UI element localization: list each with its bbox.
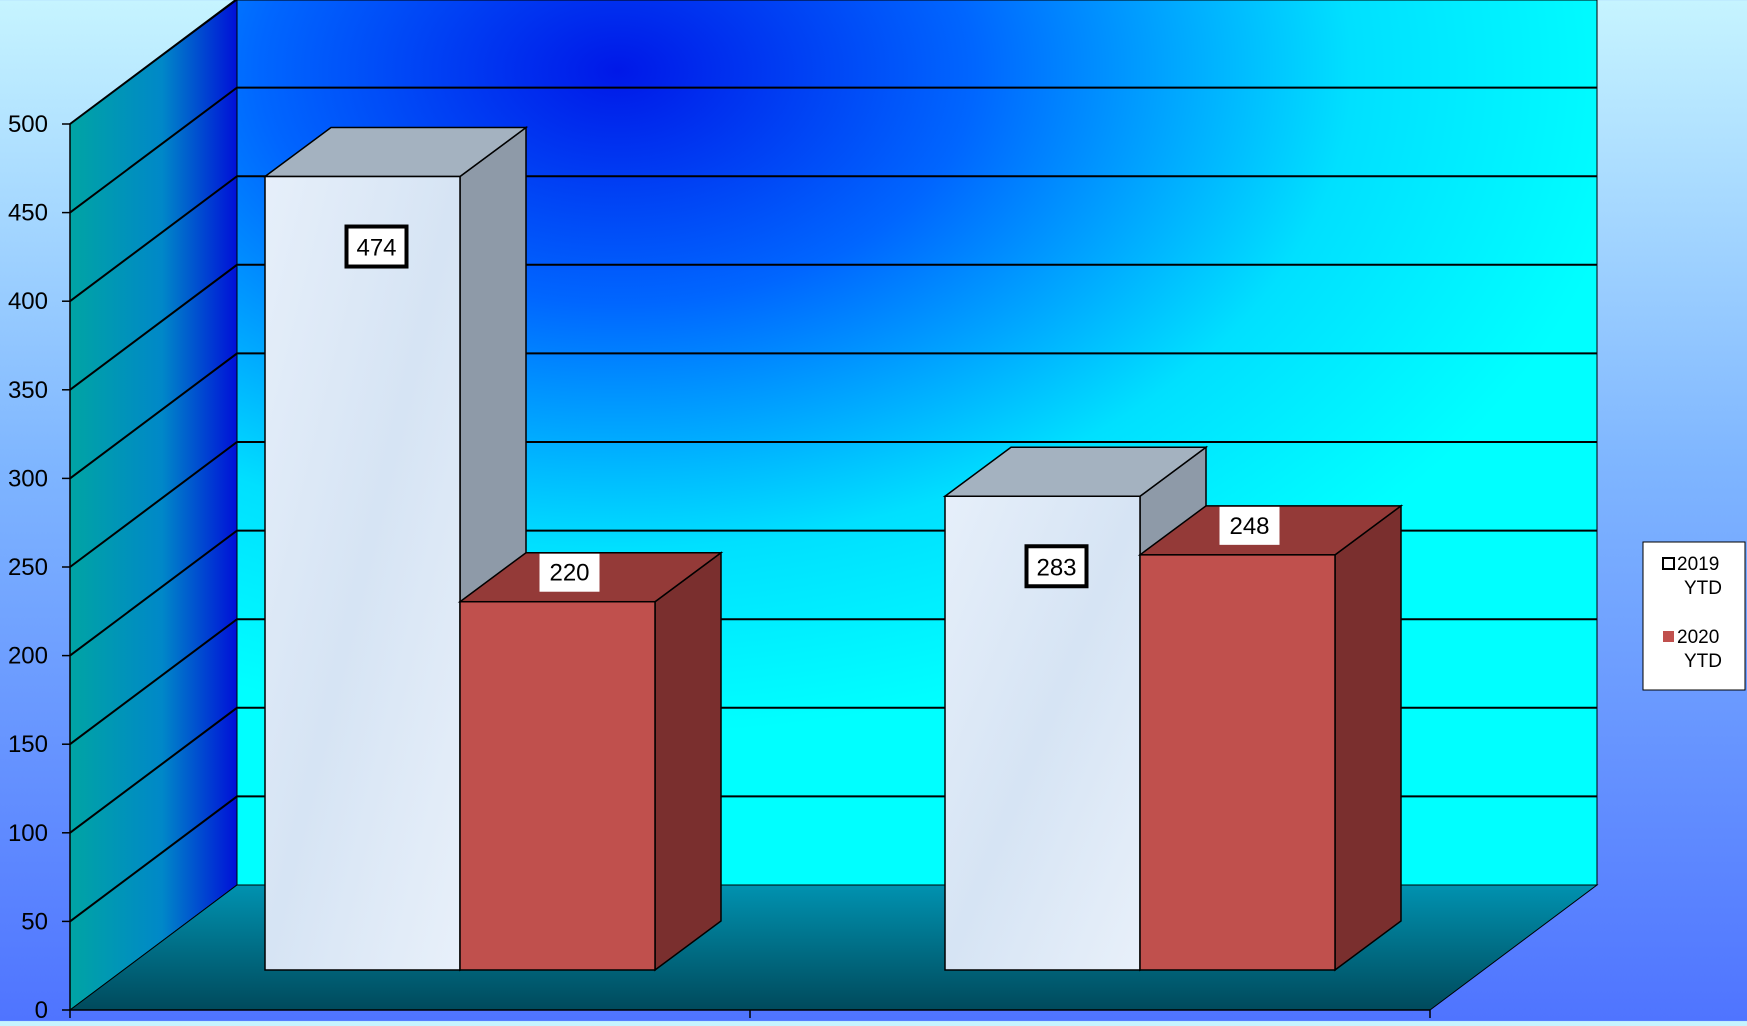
legend-label: 2019 <box>1677 554 1719 575</box>
gridline <box>69 175 1597 303</box>
data-label: 248 <box>1229 513 1269 540</box>
bar <box>1139 554 1336 971</box>
y-tick-label: 250 <box>8 554 48 581</box>
data-label-box <box>539 553 600 592</box>
legend-label: YTD <box>1684 651 1722 672</box>
data-label-box <box>1024 544 1089 589</box>
legend-swatch <box>1663 631 1674 642</box>
gridline <box>69 86 1597 214</box>
data-label: 474 <box>356 235 396 262</box>
legend-label: 2020 <box>1677 627 1719 648</box>
y-tick-label: 0 <box>35 997 48 1021</box>
data-labels: 474 220 283 248 <box>344 224 1280 592</box>
legend-box <box>1642 541 1746 691</box>
data-label: 283 <box>1036 554 1076 581</box>
y-tick-label: 200 <box>8 643 48 670</box>
data-label-box <box>1219 506 1280 545</box>
y-tick-label: 450 <box>8 200 48 227</box>
gridlines <box>69 0 1597 923</box>
gridline <box>69 263 1597 391</box>
y-tick-label: 400 <box>8 288 48 315</box>
bar-side <box>1334 504 1402 972</box>
legend-swatch <box>1662 557 1675 570</box>
y-tick-label: 350 <box>8 377 48 404</box>
y-axis: 0 50 100 150 200 250 300 350 400 450 500 <box>8 111 1431 1024</box>
data-label-box <box>344 224 409 269</box>
bars <box>262 126 1404 972</box>
bar <box>264 175 461 971</box>
gridline <box>69 352 1597 480</box>
y-tick-label: 500 <box>8 111 48 138</box>
legend-label: YTD <box>1684 578 1722 599</box>
gridline <box>69 0 1597 125</box>
gridline <box>69 441 1597 568</box>
y-tick-label: 150 <box>8 731 48 758</box>
bar <box>459 600 656 971</box>
bar-side <box>654 551 722 972</box>
data-label: 220 <box>549 560 589 587</box>
y-tick-label: 50 <box>21 908 48 935</box>
y-tick-label: 100 <box>8 820 48 847</box>
legend: 2019 YTD 2020 YTD <box>1642 541 1746 691</box>
y-tick-label: 300 <box>8 465 48 492</box>
